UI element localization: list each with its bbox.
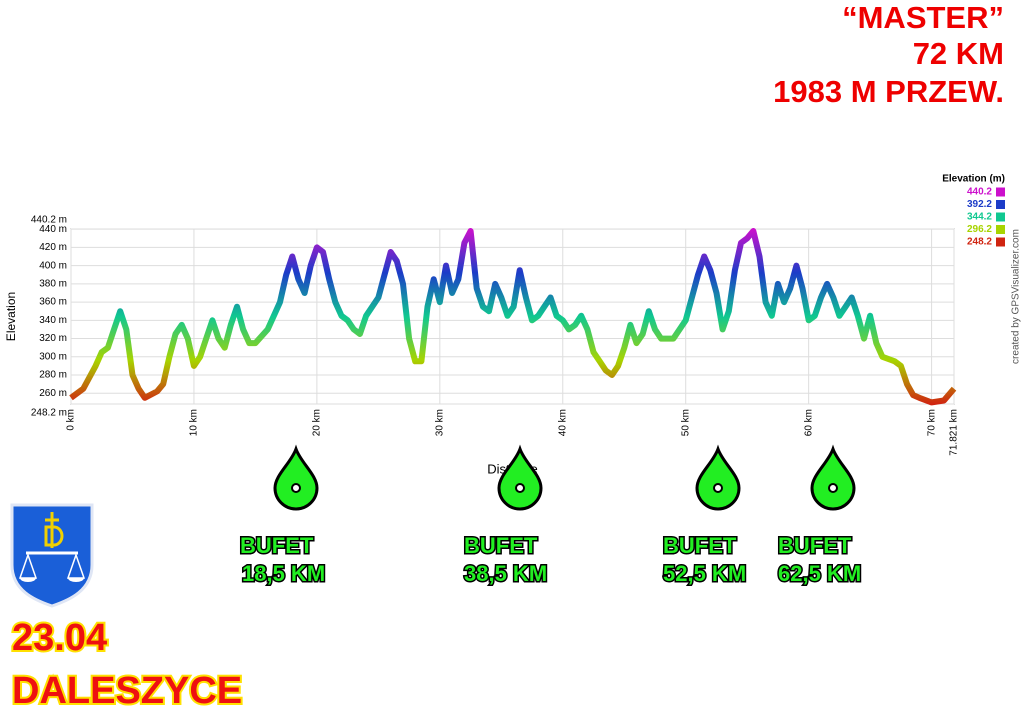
y-tick-label: 360 m: [39, 297, 67, 308]
x-tick-label: 10 km: [189, 409, 200, 436]
bufet-distance: 38,5 KM: [464, 561, 547, 586]
bufet-distance: 18,5 KM: [242, 561, 325, 586]
elevation-line: [69, 228, 957, 406]
legend-swatch: [996, 187, 1005, 197]
y-tick-label: 260 m: [39, 388, 67, 399]
bufet-label: BUFET: [663, 533, 737, 558]
y-tick-label: 280 m: [39, 370, 67, 381]
legend-swatch: [996, 237, 1005, 247]
legend-swatch: [996, 200, 1005, 209]
legend-swatch: [996, 212, 1005, 222]
legend-value: 344.2: [967, 212, 992, 223]
coat-of-arms: [10, 503, 94, 608]
bufet-marker: [273, 444, 856, 511]
route-title: “MASTER”: [842, 0, 1004, 35]
x-tick-label: 50 km: [680, 409, 691, 436]
legend-value: 248.2: [967, 237, 992, 248]
event-date: 23.04: [12, 617, 107, 659]
y-tick-label: 248.2 m: [31, 408, 67, 419]
x-tick-label: 60 km: [803, 409, 814, 436]
bufet-label: BUFET: [240, 533, 314, 558]
bufet-distance: 62,5 KM: [778, 561, 861, 586]
y-tick-label: 440 m: [39, 224, 67, 235]
bufet-label: BUFET: [464, 533, 538, 558]
y-axis-label: Elevation: [4, 292, 18, 341]
y-tick-label: 420 m: [39, 242, 67, 253]
legend-title: Elevation (m): [942, 174, 1005, 185]
y-tick-label: 340 m: [39, 315, 67, 326]
bufet-distance: 52,5 KM: [663, 561, 746, 586]
y-tick-label: 380 m: [39, 279, 67, 290]
route-climb: 1983 M PRZEW.: [773, 74, 1004, 109]
elevation-chart: 248.2 m 260 m 280 m 300 m 320 m 340 m 360 m 380…: [4, 174, 1021, 477]
bufet-label: BUFET: [778, 533, 852, 558]
x-tick-label: 30 km: [434, 409, 445, 436]
plot-area: [70, 228, 955, 405]
y-tick-label: 400 m: [39, 260, 67, 271]
x-tick-label: 71.821 km: [949, 409, 960, 456]
legend-value: 392.2: [967, 199, 992, 210]
route-distance: 72 KM: [913, 36, 1004, 71]
legend-swatch: [996, 225, 1005, 234]
x-tick-label: 40 km: [557, 409, 568, 436]
x-tick-label: 0 km: [66, 409, 77, 431]
event-place: DALESZYCE: [12, 670, 242, 712]
x-tick-label: 70 km: [926, 409, 937, 436]
x-tick-label: 20 km: [312, 409, 323, 436]
legend-value: 296.2: [967, 224, 992, 235]
y-tick-label: 300 m: [39, 351, 67, 362]
y-tick-label: 320 m: [39, 333, 67, 344]
legend-value: 440.2: [967, 187, 992, 198]
credit: created by GPSVisualizer.com: [1011, 229, 1022, 364]
y-tick-label: 440.2 m: [31, 215, 67, 226]
